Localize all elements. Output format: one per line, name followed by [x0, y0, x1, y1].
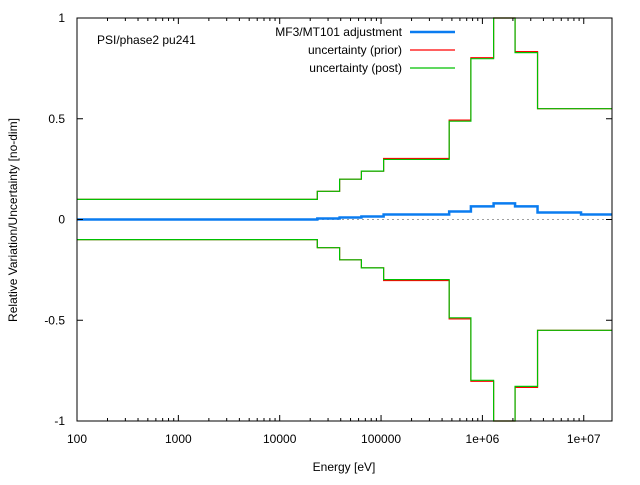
- x-tick-label: 100: [67, 432, 87, 446]
- y-tick-label: -0.5: [44, 313, 65, 327]
- series-layer: [77, 17, 612, 422]
- x-tick-label: 1e+07: [567, 432, 601, 446]
- legend-label: uncertainty (post): [309, 61, 402, 75]
- y-tick-label: 0.5: [48, 112, 65, 126]
- ticks: 100 1000 10000 100000 1e+06 1e+07 1 0.5 0 -0.5 -1: [44, 11, 612, 446]
- y-tick-label: -1: [54, 414, 65, 428]
- series-uncertainty-prior-negative: [77, 239, 612, 422]
- legend: MF3/MT101 adjustment uncertainty (prior) u…: [275, 25, 455, 75]
- chart-title: PSI/phase2 pu241: [97, 33, 196, 47]
- legend-label: uncertainty (prior): [308, 43, 402, 57]
- x-axis-label: Energy [eV]: [313, 460, 376, 474]
- x-tick-label: 10000: [263, 432, 297, 446]
- y-axis-label: Relative Variation/Uncertainty [no-dim]: [6, 118, 20, 322]
- x-tick-label: 1e+06: [466, 432, 500, 446]
- series-uncertainty-post-negative: [77, 239, 612, 422]
- y-tick-label: 0: [58, 213, 65, 227]
- series-uncertainty-post: [77, 17, 612, 200]
- x-tick-label: 1000: [165, 432, 192, 446]
- x-tick-label: 100000: [361, 432, 401, 446]
- legend-label: MF3/MT101 adjustment: [275, 25, 402, 39]
- y-tick-label: 1: [58, 11, 65, 25]
- series-mf3-mt101-adjustment: [77, 202, 612, 221]
